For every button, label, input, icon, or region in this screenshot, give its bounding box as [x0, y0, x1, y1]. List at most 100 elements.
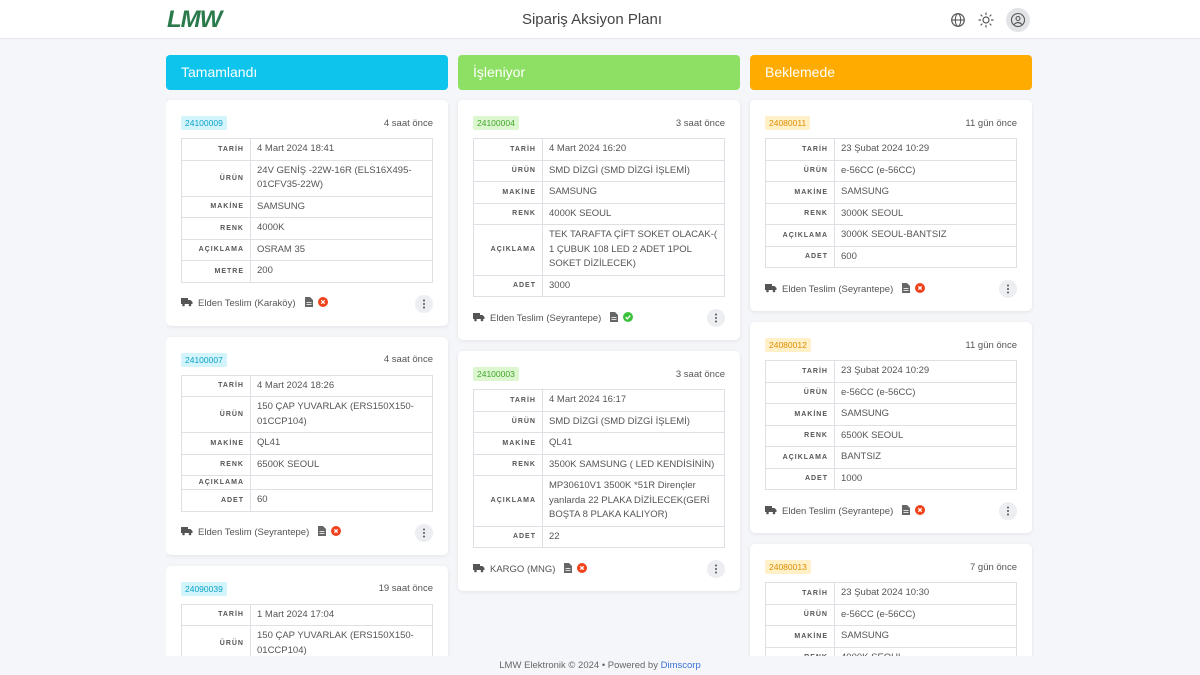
- detail-row: RENK 3000K SEOUL: [765, 202, 1017, 225]
- menu-button[interactable]: [999, 280, 1017, 298]
- detail-value: SAMSUNG: [542, 181, 725, 204]
- truck-icon: [473, 312, 485, 325]
- card-footer: Elden Teslim (Karaköy): [181, 294, 433, 313]
- detail-value: SAMSUNG: [250, 195, 433, 218]
- detail-label: ÜRÜN: [765, 159, 835, 182]
- footer-text: LMW Elektronik © 2024 • Powered by: [499, 660, 658, 671]
- detail-label: AÇIKLAMA: [473, 475, 543, 527]
- detail-row: TARİH 23 Şubat 2024 10:29: [765, 360, 1017, 383]
- detail-value: 3000K SEOUL: [834, 202, 1017, 225]
- detail-row: AÇIKLAMA: [181, 475, 433, 490]
- detail-label: MAKİNE: [765, 625, 835, 648]
- detail-label: TARİH: [765, 138, 835, 161]
- board: Tamamlandı 24100009 4 saat önce TARİH 4 Mart…: [166, 55, 1034, 656]
- truck-icon: [473, 563, 485, 576]
- card-footer: KARGO (MNG): [473, 560, 725, 578]
- detail-row: RENK 6500K SEOUL: [765, 424, 1017, 447]
- detail-row: ADET 22: [473, 525, 725, 548]
- detail-table: TARİH 1 Mart 2024 17:04 ÜRÜN 150 ÇAP YUVARL…: [181, 603, 433, 656]
- detail-value: 23 Şubat 2024 10:29: [834, 360, 1017, 383]
- page-title: Sipariş Aksiyon Planı: [521, 11, 663, 28]
- detail-row: TARİH 1 Mart 2024 17:04: [181, 603, 433, 626]
- detail-value: 150 ÇAP YUVARLAK (ERS150X150-01CCP104): [250, 625, 433, 656]
- truck-icon: [181, 297, 193, 310]
- detail-row: AÇIKLAMA BANTSIZ: [765, 446, 1017, 469]
- detail-label: RENK: [181, 453, 251, 476]
- detail-label: ADET: [473, 274, 543, 297]
- card-top: 24090039 19 saat önce: [181, 581, 433, 596]
- detail-row: ADET 3000: [473, 274, 725, 297]
- page-footer: LMW Elektronik © 2024 • Powered by Dimsc…: [0, 660, 1200, 671]
- card-top: 24080013 7 gün önce: [765, 560, 1017, 574]
- detail-row: TARİH 4 Mart 2024 16:17: [473, 389, 725, 412]
- detail-row: MAKİNE QL41: [181, 432, 433, 455]
- document-icon[interactable]: [902, 504, 911, 518]
- detail-label: ADET: [473, 525, 543, 548]
- menu-button[interactable]: [707, 560, 725, 578]
- menu-button[interactable]: [999, 502, 1017, 520]
- detail-label: TARİH: [765, 360, 835, 383]
- detail-row: TARİH 4 Mart 2024 16:20: [473, 138, 725, 161]
- column-header: Beklemede: [750, 55, 1032, 90]
- detail-label: ÜRÜN: [181, 396, 251, 433]
- header: LMW Sipariş Aksiyon Planı: [0, 0, 1200, 39]
- status-icon: [915, 504, 926, 518]
- card-top: 24080012 11 gün önce: [765, 338, 1017, 352]
- order-card: 24100009 4 saat önce TARİH 4 Mart 2024 18:4…: [166, 100, 448, 326]
- detail-value: 60: [250, 489, 433, 512]
- detail-value: 4 Mart 2024 16:17: [542, 389, 725, 412]
- document-icon[interactable]: [610, 311, 619, 325]
- theme-button[interactable]: [978, 12, 994, 28]
- detail-value: 1 Mart 2024 17:04: [250, 603, 433, 626]
- menu-button[interactable]: [415, 523, 433, 542]
- detail-label: MAKİNE: [473, 181, 543, 204]
- order-card: 24090039 19 saat önce TARİH 1 Mart 2024 17:…: [166, 565, 448, 656]
- card-footer: Elden Teslim (Seyrantepe): [473, 309, 725, 327]
- detail-value: SAMSUNG: [834, 403, 1017, 426]
- delivery: Elden Teslim (Karaköy): [198, 298, 296, 309]
- menu-button[interactable]: [707, 309, 725, 327]
- menu-button[interactable]: [415, 294, 433, 313]
- detail-value: 4000K: [250, 217, 433, 240]
- truck-icon: [765, 283, 777, 296]
- truck-icon: [765, 505, 777, 518]
- detail-label: MAKİNE: [181, 195, 251, 218]
- document-icon[interactable]: [304, 297, 313, 310]
- language-button[interactable]: [950, 12, 966, 28]
- document-icon[interactable]: [318, 526, 327, 539]
- detail-value: 4000K SEOUL: [834, 646, 1017, 656]
- order-code: 24080012: [765, 338, 811, 352]
- detail-label: ÜRÜN: [765, 381, 835, 404]
- detail-label: RENK: [765, 424, 835, 447]
- order-code: 24090039: [181, 581, 227, 596]
- order-card: 24080013 7 gün önce TARİH 23 Şubat 2024 10:…: [750, 544, 1032, 656]
- order-time: 7 gün önce: [969, 561, 1017, 573]
- detail-row: RENK 6500K SEOUL: [181, 453, 433, 476]
- document-icon[interactable]: [564, 562, 573, 576]
- detail-label: TARİH: [473, 138, 543, 161]
- detail-row: TARİH 23 Şubat 2024 10:29: [765, 138, 1017, 161]
- document-icon[interactable]: [902, 282, 911, 296]
- column-header: Tamamlandı: [166, 55, 448, 90]
- user-button[interactable]: [1006, 8, 1030, 32]
- detail-label: MAKİNE: [765, 181, 835, 204]
- card-top: 24100009 4 saat önce: [181, 116, 433, 130]
- detail-row: MAKİNE SAMSUNG: [181, 195, 433, 218]
- logo[interactable]: LMW: [167, 6, 222, 33]
- detail-row: TARİH 4 Mart 2024 18:26: [181, 374, 433, 397]
- detail-row: MAKİNE SAMSUNG: [473, 181, 725, 204]
- detail-value: SMD DİZGİ (SMD DİZGİ İŞLEMİ): [542, 159, 725, 182]
- detail-table: TARİH 23 Şubat 2024 10:29 ÜRÜN e-56CC (e-56…: [765, 138, 1017, 268]
- detail-row: ÜRÜN SMD DİZGİ (SMD DİZGİ İŞLEMİ): [473, 410, 725, 433]
- card-footer: Elden Teslim (Seyrantepe): [181, 523, 433, 542]
- order-card: 24100003 3 saat önce TARİH 4 Mart 2024 16:1…: [458, 351, 740, 591]
- order-code: 24100003: [473, 367, 519, 381]
- order-code: 24080011: [765, 116, 811, 130]
- status-icon: [623, 311, 634, 325]
- detail-row: ADET 1000: [765, 467, 1017, 490]
- status-icon: [577, 562, 588, 576]
- order-card: 24080011 11 gün önce TARİH 23 Şubat 2024 10…: [750, 100, 1032, 311]
- detail-label: RENK: [181, 217, 251, 240]
- footer-link[interactable]: Dimscorp: [660, 660, 701, 671]
- card-top: 24100003 3 saat önce: [473, 367, 725, 381]
